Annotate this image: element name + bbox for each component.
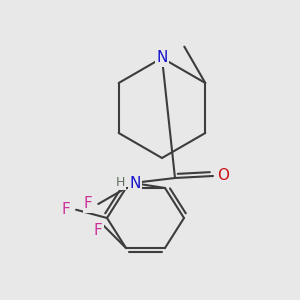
Text: N: N <box>156 50 168 65</box>
Text: O: O <box>217 169 229 184</box>
Text: N: N <box>129 176 141 190</box>
Text: F: F <box>84 196 93 211</box>
Text: F: F <box>62 202 70 217</box>
Text: F: F <box>94 223 103 238</box>
Text: H: H <box>116 176 125 188</box>
